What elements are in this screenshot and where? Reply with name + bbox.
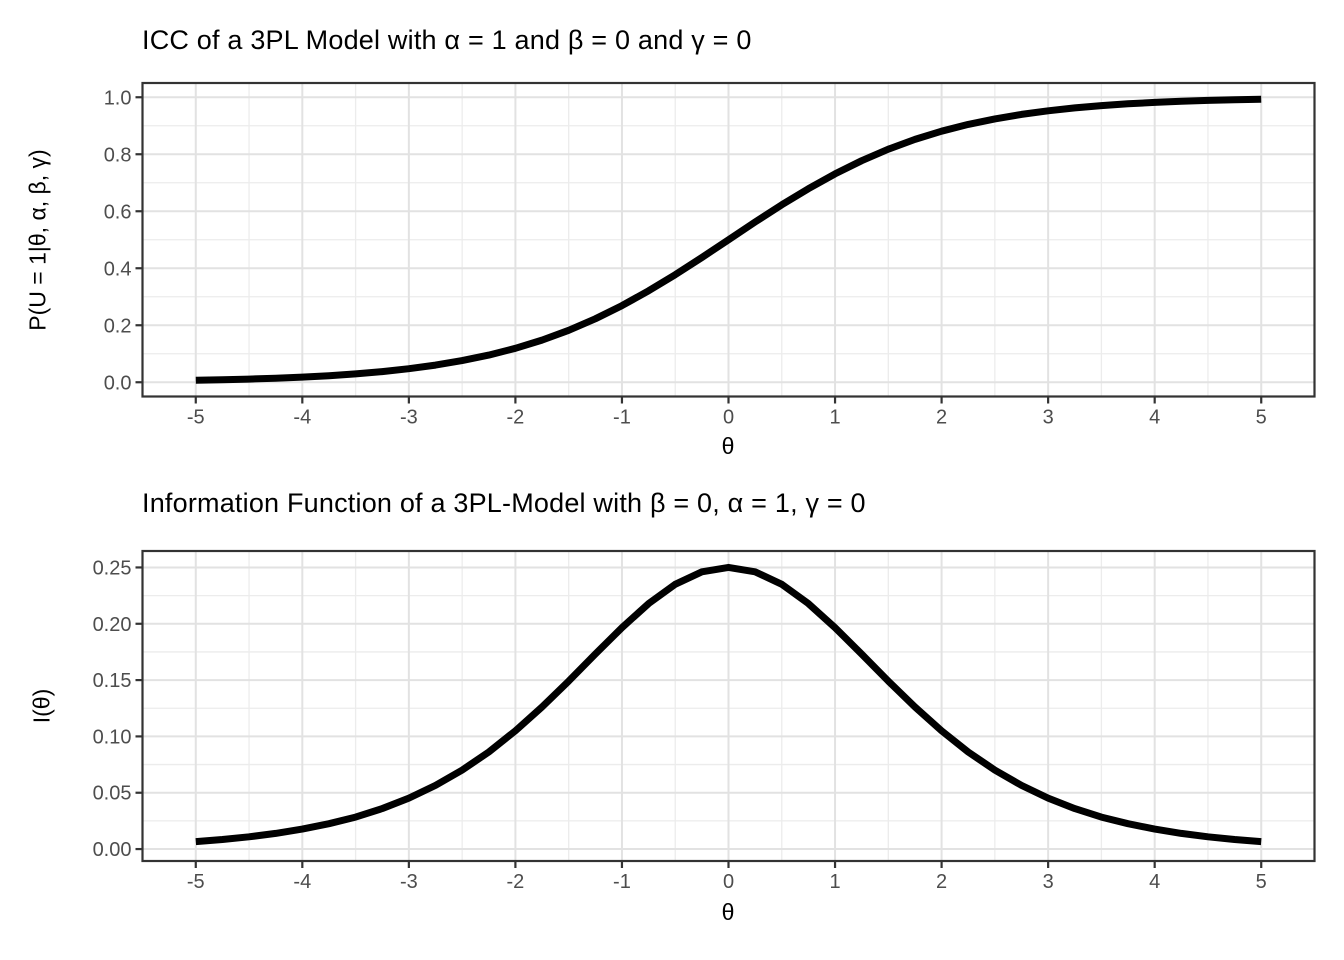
x-tick-label: 3 (1043, 407, 1054, 429)
x-tick-label: 4 (1149, 871, 1160, 893)
series-line (195, 95, 1262, 384)
y-tick-label: 0.25 (93, 557, 132, 579)
information-y-axis-title: I(θ) (28, 688, 55, 724)
x-tick-label: 1 (829, 871, 840, 893)
icc-chart-title: ICC of a 3PL Model with α = 1 and β = 0 … (142, 25, 752, 55)
icc-chart-panel: -5 -4 -3 -2 -1 0 1 2 3 4 5 0.0 0.2 0.4 0.6 0.8 1.0 (104, 81, 1316, 429)
y-tick-label: 0.4 (104, 258, 132, 280)
y-tick-label: 0.00 (93, 839, 132, 861)
x-tick-label: -4 (293, 871, 311, 893)
x-tick-label: -5 (187, 407, 205, 429)
icc-y-axis-title: P(U = 1|θ, α, β, γ) (24, 149, 51, 331)
x-tick-label: -4 (293, 407, 311, 429)
y-tick-label: 0.8 (104, 144, 132, 166)
x-tick-label: 0 (723, 871, 734, 893)
y-tick-label: 1.0 (104, 87, 132, 109)
x-tick-label: -5 (187, 871, 205, 893)
x-tick-label: -3 (400, 871, 418, 893)
x-tick-label: -2 (507, 407, 525, 429)
information-x-axis-title: θ (721, 899, 735, 925)
x-tick-label: -1 (613, 407, 631, 429)
x-tick-label: 2 (936, 407, 947, 429)
x-tick-label: 3 (1043, 871, 1054, 893)
y-tick-label: 0.6 (104, 201, 132, 223)
information-chart-title: Information Function of a 3PL-Model with… (142, 488, 866, 518)
y-tick-label: 0.20 (93, 614, 132, 636)
y-tick-label: 0.05 (93, 783, 132, 805)
y-tick-label: 0.10 (93, 726, 132, 748)
y-tick-label: 0.2 (104, 315, 132, 337)
x-tick-label: 5 (1256, 407, 1267, 429)
y-tick-label: 0.15 (93, 670, 132, 692)
x-tick-label: 2 (936, 871, 947, 893)
y-tick-label: 0.0 (104, 372, 132, 394)
x-tick-label: 1 (829, 407, 840, 429)
x-tick-label: 0 (723, 407, 734, 429)
x-tick-label: -1 (613, 871, 631, 893)
icc-x-axis-title: θ (721, 433, 735, 459)
information-chart-panel: -5 -4 -3 -2 -1 0 1 2 3 4 5 0.00 0.05 0.10 0.15 0.20 0.25 (93, 549, 1316, 893)
x-tick-label: -2 (507, 871, 525, 893)
series-line (195, 563, 1262, 846)
x-tick-label: -3 (400, 407, 418, 429)
x-tick-label: 4 (1149, 407, 1160, 429)
x-tick-label: 5 (1256, 871, 1267, 893)
